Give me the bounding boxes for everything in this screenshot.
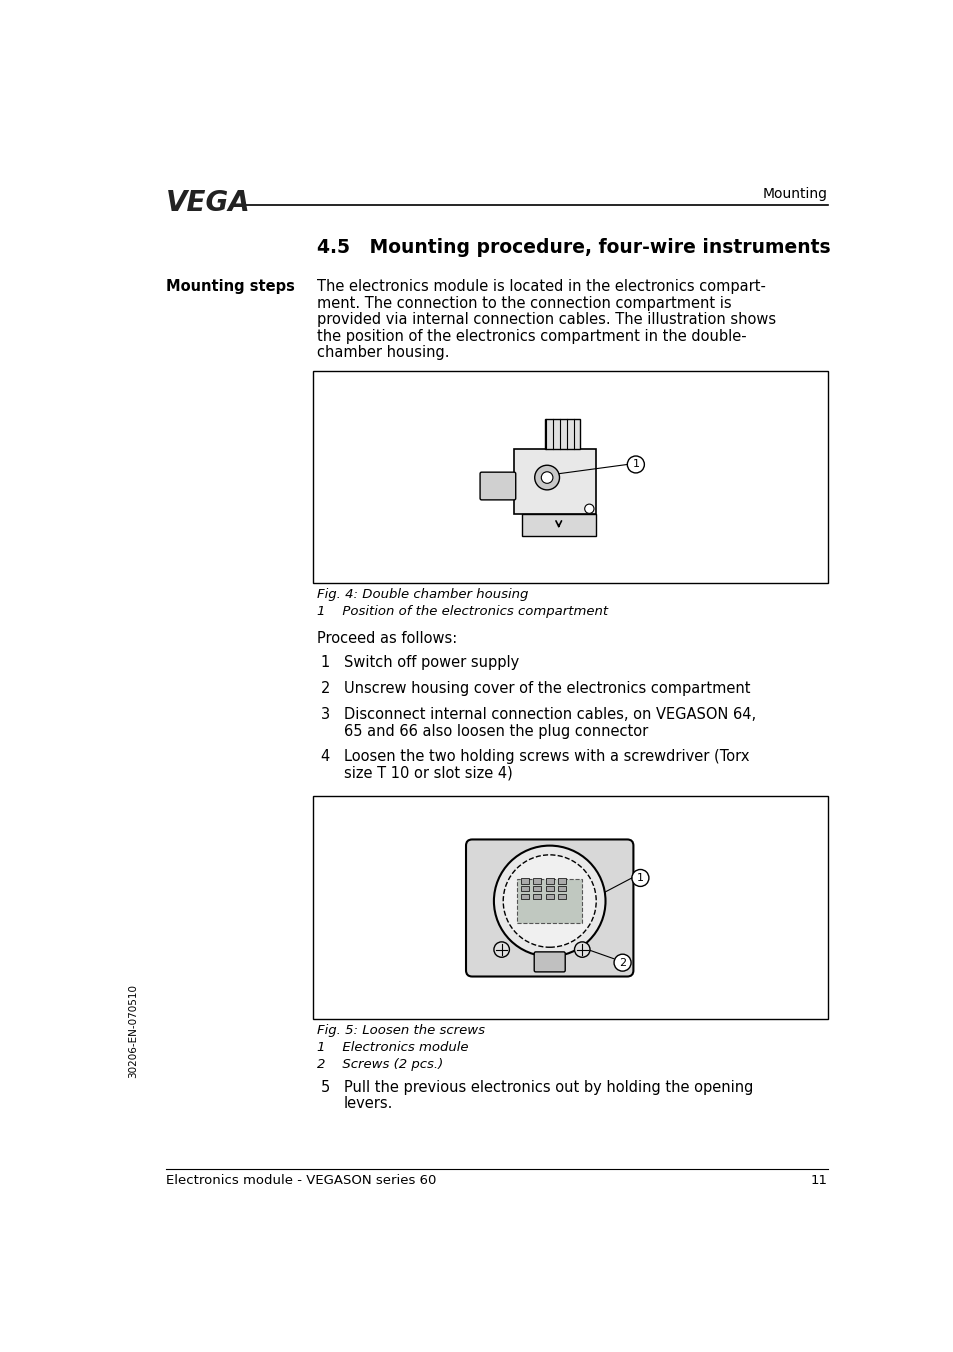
Text: Switch off power supply: Switch off power supply [344, 656, 518, 671]
Text: The electronics module is located in the electronics compart-: The electronics module is located in the… [316, 280, 765, 295]
Bar [313, 795, 827, 1019]
Bar [520, 879, 528, 884]
Circle shape [494, 942, 509, 957]
Text: 11: 11 [810, 1174, 827, 1187]
Text: Pull the previous electronics out by holding the opening: Pull the previous electronics out by hol… [344, 1080, 753, 1095]
Text: 4: 4 [320, 749, 330, 764]
Bar [517, 880, 581, 922]
Text: VEGA: VEGA [166, 189, 251, 218]
Text: Loosen the two holding screws with a screwdriver (Torx: Loosen the two holding screws with a scr… [344, 749, 749, 764]
Text: Fig. 4: Double chamber housing: Fig. 4: Double chamber housing [316, 588, 528, 602]
Bar [514, 449, 595, 514]
Text: Mounting steps: Mounting steps [166, 280, 294, 295]
Text: 1: 1 [637, 873, 643, 883]
Ellipse shape [534, 465, 558, 489]
Text: ment. The connection to the connection compartment is: ment. The connection to the connection c… [316, 296, 731, 311]
Text: Disconnect internal connection cables, on VEGASON 64,: Disconnect internal connection cables, o… [344, 707, 756, 722]
Circle shape [502, 854, 596, 948]
Circle shape [584, 504, 594, 514]
Text: the position of the electronics compartment in the double-: the position of the electronics compartm… [316, 329, 745, 343]
Bar [558, 879, 565, 884]
Bar [558, 894, 565, 899]
Text: 65 and 66 also loosen the plug connector: 65 and 66 also loosen the plug connector [344, 723, 648, 738]
Text: size T 10 or slot size 4): size T 10 or slot size 4) [344, 767, 512, 781]
Bar [520, 886, 528, 891]
Bar [545, 879, 553, 884]
Bar [545, 886, 553, 891]
Bar [533, 886, 540, 891]
Text: 1: 1 [632, 460, 639, 469]
Text: Fig. 5: Loosen the screws: Fig. 5: Loosen the screws [316, 1025, 484, 1037]
FancyBboxPatch shape [465, 840, 633, 976]
FancyBboxPatch shape [479, 472, 516, 500]
Text: Electronics module - VEGASON series 60: Electronics module - VEGASON series 60 [166, 1174, 436, 1187]
Bar [544, 419, 579, 449]
Bar [558, 886, 565, 891]
Text: chamber housing.: chamber housing. [316, 346, 449, 361]
Text: Proceed as follows:: Proceed as follows: [316, 631, 456, 646]
Circle shape [627, 456, 643, 473]
Bar [313, 372, 827, 583]
Text: Unscrew housing cover of the electronics compartment: Unscrew housing cover of the electronics… [344, 681, 750, 696]
FancyBboxPatch shape [534, 952, 564, 972]
Text: 3: 3 [320, 707, 330, 722]
Circle shape [631, 869, 648, 887]
Text: Mounting: Mounting [761, 187, 827, 200]
Text: 2: 2 [320, 681, 330, 696]
Ellipse shape [540, 472, 553, 483]
Text: 1    Position of the electronics compartment: 1 Position of the electronics compartmen… [316, 606, 607, 618]
Circle shape [574, 942, 589, 957]
Text: levers.: levers. [344, 1096, 393, 1111]
Text: 4.5   Mounting procedure, four-wire instruments: 4.5 Mounting procedure, four-wire instru… [316, 238, 830, 257]
Bar [545, 894, 553, 899]
Text: 2: 2 [618, 957, 625, 968]
Text: 30206-EN-070510: 30206-EN-070510 [128, 984, 138, 1079]
Bar [533, 894, 540, 899]
Bar [521, 514, 595, 535]
Bar [520, 894, 528, 899]
Circle shape [614, 955, 631, 971]
Circle shape [494, 845, 605, 956]
Text: provided via internal connection cables. The illustration shows: provided via internal connection cables.… [316, 312, 775, 327]
Text: 2    Screws (2 pcs.): 2 Screws (2 pcs.) [316, 1059, 442, 1071]
Bar [533, 879, 540, 884]
Text: 1: 1 [320, 656, 330, 671]
Text: 1    Electronics module: 1 Electronics module [316, 1041, 468, 1055]
Text: 5: 5 [320, 1080, 330, 1095]
